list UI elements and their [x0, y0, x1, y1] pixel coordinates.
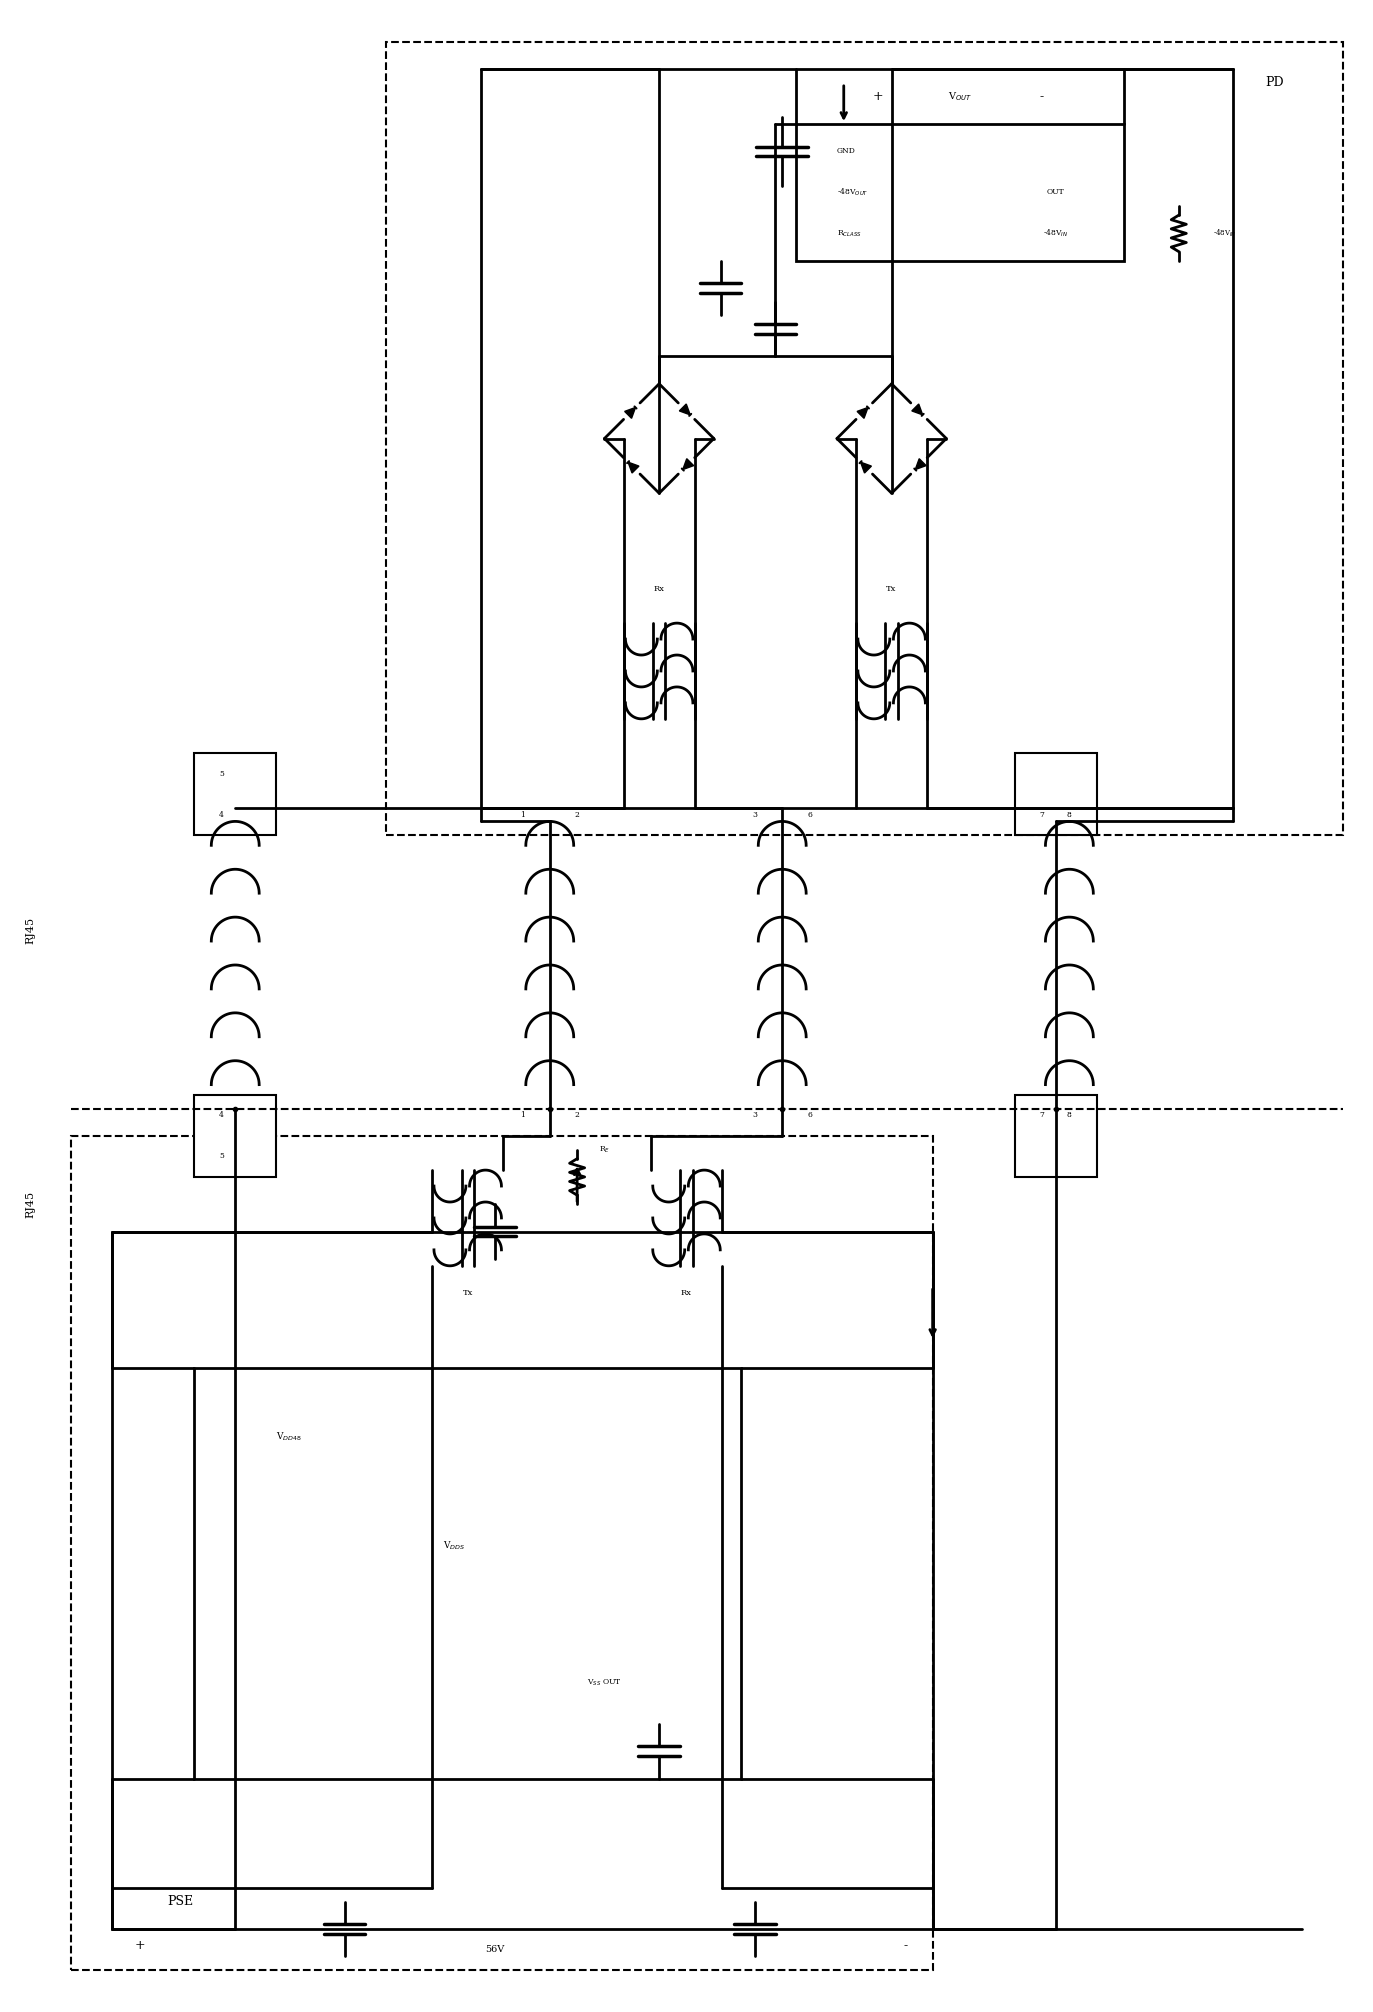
Text: 3: 3 [752, 1111, 758, 1119]
Text: -48V$_{OUT}$: -48V$_{OUT}$ [838, 187, 869, 197]
Text: -: - [1039, 91, 1043, 103]
Bar [194, 1095, 276, 1177]
Polygon shape [912, 404, 923, 414]
Text: 56V: 56V [486, 1946, 505, 1954]
Text: 1: 1 [520, 1111, 524, 1119]
Polygon shape [680, 404, 691, 414]
Bar [386, 42, 1343, 835]
Polygon shape [625, 408, 636, 418]
Text: RJ45: RJ45 [25, 1191, 36, 1217]
Text: 7: 7 [1039, 1111, 1045, 1119]
Text: 4: 4 [220, 1111, 224, 1119]
Text: 6: 6 [807, 1111, 811, 1119]
Text: GND: GND [838, 147, 855, 155]
Text: 2: 2 [575, 1111, 579, 1119]
Text: Tx: Tx [463, 1290, 472, 1298]
Bar [194, 1368, 741, 1779]
Text: OUT: OUT [1046, 189, 1064, 197]
Text: 8: 8 [1067, 1111, 1072, 1119]
Text: -: - [903, 1940, 908, 1952]
Bar [1015, 752, 1097, 835]
Text: +: + [135, 1940, 144, 1952]
Text: 2: 2 [575, 811, 579, 819]
Text: 5: 5 [220, 769, 224, 777]
Text: V$_{DD48}$: V$_{DD48}$ [276, 1431, 302, 1443]
Text: 8: 8 [1067, 811, 1072, 819]
Polygon shape [857, 408, 868, 418]
Text: Tx: Tx [887, 585, 897, 594]
Text: 7: 7 [1039, 811, 1045, 819]
Text: R$_{CLASS}$: R$_{CLASS}$ [838, 227, 862, 239]
Text: PSE: PSE [168, 1895, 194, 1907]
Text: 1: 1 [520, 811, 524, 819]
Text: 3: 3 [752, 811, 758, 819]
Text: V$_{DDS}$: V$_{DDS}$ [443, 1539, 465, 1553]
Text: -48V$_{IN}$: -48V$_{IN}$ [1212, 227, 1236, 239]
Polygon shape [627, 463, 638, 473]
Text: 5: 5 [220, 1153, 224, 1161]
Polygon shape [916, 459, 927, 469]
Polygon shape [861, 463, 872, 473]
Bar [71, 1137, 932, 1970]
Text: -48V$_{IN}$: -48V$_{IN}$ [1043, 227, 1068, 239]
Text: 6: 6 [807, 811, 811, 819]
Text: +: + [873, 91, 883, 103]
Bar [796, 125, 1124, 262]
Text: Rx: Rx [654, 585, 665, 594]
Text: 4: 4 [220, 811, 224, 819]
Text: V$_{OUT}$: V$_{OUT}$ [947, 91, 972, 103]
Bar [194, 752, 276, 835]
Text: PD: PD [1265, 76, 1284, 89]
Text: Rx: Rx [681, 1290, 692, 1298]
Text: R$_E$: R$_E$ [599, 1145, 610, 1155]
Text: V$_{SS}$ OUT: V$_{SS}$ OUT [588, 1678, 622, 1688]
Text: RJ45: RJ45 [25, 917, 36, 944]
Bar [1015, 1095, 1097, 1177]
Polygon shape [682, 459, 693, 469]
